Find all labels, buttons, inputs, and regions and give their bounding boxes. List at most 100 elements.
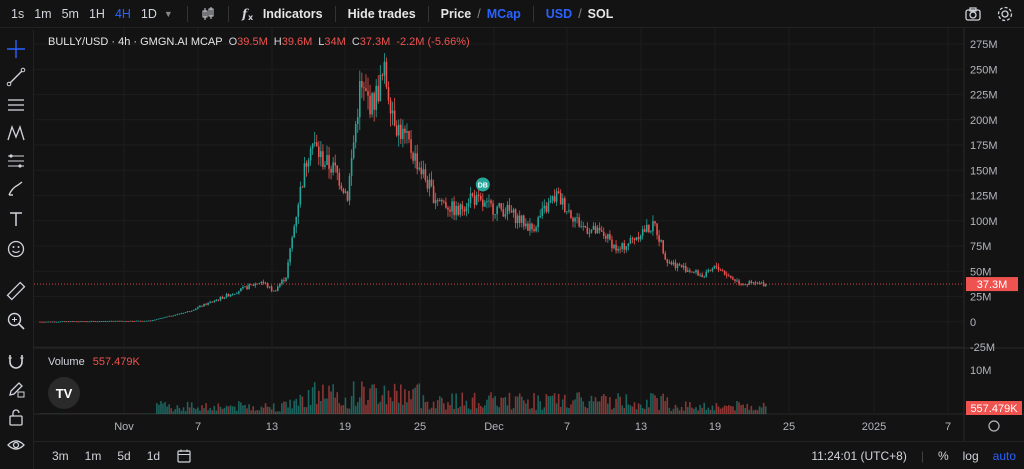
volume-bar	[605, 396, 607, 414]
price-mcap-toggle[interactable]: Price / MCap	[437, 7, 525, 21]
magnet-icon[interactable]	[5, 350, 27, 372]
indicators-button[interactable]: f x Indicators	[237, 6, 327, 22]
timezone-clock[interactable]: 11:24:01 (UTC+8)	[811, 449, 907, 463]
volume-bar	[717, 406, 720, 414]
interval-1d[interactable]: 1D	[140, 6, 157, 21]
tradingview-logo[interactable]: TV	[48, 377, 80, 409]
interval-1h[interactable]: 1H	[88, 6, 105, 21]
interval-5m[interactable]: 5m	[61, 6, 79, 21]
price-option[interactable]: Price	[440, 6, 472, 21]
candle-type-button[interactable]	[196, 6, 220, 22]
volume-bar	[728, 405, 730, 414]
candle-body	[687, 270, 689, 272]
candle-body	[86, 321, 88, 323]
candle-body	[430, 179, 433, 186]
volume-bar	[553, 393, 556, 414]
candle-body	[512, 209, 515, 213]
trend-line-icon[interactable]	[5, 66, 27, 88]
brush-icon[interactable]	[5, 178, 27, 200]
volume-bar	[549, 396, 552, 414]
ruler-icon[interactable]	[5, 280, 27, 302]
volume-bar	[332, 384, 334, 414]
candle-body	[471, 193, 474, 196]
volume-bar	[311, 387, 314, 414]
candle-body	[584, 225, 587, 228]
range-5d[interactable]: 5d	[117, 448, 131, 463]
candle-body	[422, 169, 425, 175]
volume-bar	[738, 402, 740, 414]
candle-body	[336, 165, 339, 173]
candle-body	[350, 158, 353, 177]
text-icon[interactable]	[5, 208, 27, 230]
camera-icon[interactable]	[964, 5, 982, 23]
gear-icon[interactable]	[996, 5, 1014, 23]
fib-icon[interactable]	[5, 150, 27, 172]
candle-body	[457, 205, 459, 215]
crosshair-icon[interactable]	[5, 38, 27, 60]
mcap-option[interactable]: MCap	[486, 6, 521, 21]
usd-option[interactable]: USD	[545, 6, 573, 21]
candle-body	[551, 196, 554, 201]
interval-1s[interactable]: 1s	[11, 6, 25, 21]
range-1m[interactable]: 1m	[84, 448, 102, 463]
volume-bar	[262, 407, 265, 414]
volume-bar	[465, 400, 468, 414]
candle-body	[221, 296, 224, 299]
candle-body	[289, 248, 291, 263]
candle-body	[295, 216, 298, 227]
candle-body	[592, 225, 595, 230]
x-tick-label: 7	[945, 421, 951, 433]
candle-body	[135, 320, 138, 322]
candle-body	[303, 163, 306, 188]
horizontal-lines-icon[interactable]	[5, 94, 27, 116]
currency-toggle[interactable]: USD / SOL	[542, 7, 618, 21]
volume-bar	[283, 401, 285, 414]
volume-bar	[217, 403, 220, 414]
candle-body	[141, 320, 144, 322]
candle-body	[711, 268, 714, 271]
candle-body	[590, 229, 593, 233]
candle-body	[539, 215, 541, 218]
candle-body	[334, 162, 336, 166]
calendar-icon[interactable]	[176, 448, 192, 464]
candle-body	[82, 321, 84, 322]
range-1d[interactable]: 1d	[146, 448, 161, 463]
sol-option[interactable]: SOL	[587, 6, 614, 21]
pencil-lock-icon[interactable]	[5, 378, 27, 400]
volume-bar	[705, 409, 708, 414]
hide-trades-button[interactable]: Hide trades	[347, 6, 416, 21]
volume-bar	[564, 394, 566, 414]
volume-bar	[586, 408, 589, 414]
interval-1m[interactable]: 1m	[34, 6, 52, 21]
zoom-icon[interactable]	[5, 310, 27, 332]
candle-body	[215, 299, 218, 301]
eye-icon[interactable]	[5, 434, 27, 456]
candle-body	[516, 215, 519, 224]
volume-bar	[471, 397, 474, 414]
candle-body	[102, 321, 105, 323]
candle-body	[100, 321, 103, 322]
auto-toggle[interactable]: auto	[992, 449, 1016, 463]
price-chart[interactable]: 275M 250M 225M 200M 175M 150M 125M 100M 75M 50M 25…	[34, 28, 1024, 441]
volume-bar	[723, 405, 726, 414]
volume-bar	[734, 410, 736, 414]
range-3m[interactable]: 3m	[52, 448, 69, 463]
volume-bar	[340, 405, 343, 414]
candle-body	[272, 290, 275, 292]
candle-body	[684, 265, 687, 272]
candle-body	[738, 280, 740, 284]
axis-settings-icon[interactable]	[988, 420, 1000, 432]
lock-icon[interactable]	[5, 406, 27, 428]
candle-body	[227, 294, 230, 297]
percent-toggle[interactable]: %	[937, 449, 949, 463]
chevron-down-icon[interactable]: ▼	[163, 8, 173, 19]
interval-4h[interactable]: 4H	[114, 6, 131, 21]
emoji-icon[interactable]	[5, 238, 27, 260]
candle-body	[381, 74, 384, 76]
x-tick-label: 13	[266, 421, 278, 433]
pattern-icon[interactable]	[5, 122, 27, 144]
candle-body	[154, 319, 156, 321]
y-tick-label: -25M	[970, 342, 995, 354]
volume-bar	[227, 406, 230, 414]
log-toggle[interactable]: log	[962, 449, 979, 463]
